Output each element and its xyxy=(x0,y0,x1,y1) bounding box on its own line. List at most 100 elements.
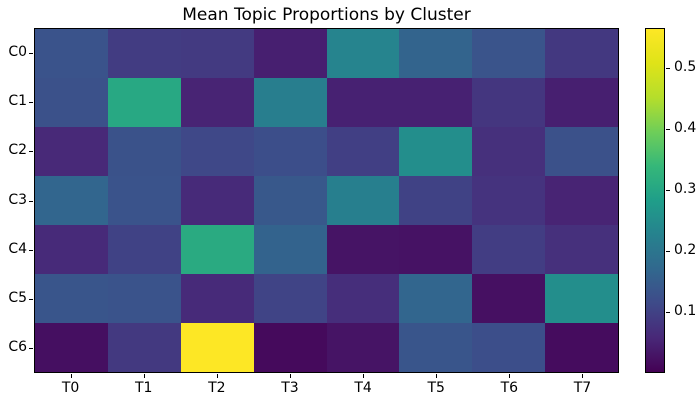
heatmap-cell xyxy=(472,127,546,176)
heatmap-cell xyxy=(253,78,327,127)
y-axis-tick-label: C5 xyxy=(8,290,27,307)
colorbar-tick-label: 0.1 xyxy=(674,302,697,319)
heatmap-cell xyxy=(180,127,254,176)
y-axis-tick-label: C4 xyxy=(8,240,27,257)
heatmap-cell xyxy=(35,225,108,274)
heatmap-cell xyxy=(107,127,181,176)
heatmap-cell xyxy=(545,29,618,78)
heatmap-cell xyxy=(326,323,400,372)
heatmap-cell xyxy=(180,29,254,78)
y-tick-mark xyxy=(29,299,33,301)
heatmap-cell xyxy=(253,127,327,176)
heatmap-cell xyxy=(399,274,473,323)
colorbar-tick-mark xyxy=(666,250,670,252)
heatmap-cell xyxy=(35,29,108,78)
heatmap-cell xyxy=(253,29,327,78)
x-axis-tick-label: T4 xyxy=(354,380,372,396)
y-tick-mark xyxy=(29,348,33,350)
colorbar-tick-label: 0.4 xyxy=(674,119,697,136)
heatmap-cell xyxy=(399,176,473,225)
colorbar-tick-mark xyxy=(666,189,670,191)
heatmap-cell xyxy=(545,78,618,127)
x-tick-mark xyxy=(436,374,438,378)
x-tick-mark xyxy=(289,374,291,378)
heatmap-cell xyxy=(180,323,254,372)
heatmap-cell xyxy=(180,78,254,127)
heatmap-cell xyxy=(35,323,108,372)
y-tick-mark xyxy=(29,200,33,202)
x-axis-tick-label: T5 xyxy=(427,380,445,396)
heatmap-cell xyxy=(472,176,546,225)
x-axis-tick-label: T6 xyxy=(500,380,519,396)
heatmap-cell xyxy=(326,29,400,78)
heatmap-plot xyxy=(34,28,619,373)
heatmap-cell xyxy=(545,323,618,372)
heatmap-cell xyxy=(180,225,254,274)
heatmap-cell xyxy=(472,225,546,274)
heatmap-cell xyxy=(107,274,181,323)
heatmap-cell xyxy=(253,323,327,372)
heatmap-cell xyxy=(253,274,327,323)
heatmap-cell xyxy=(399,225,473,274)
heatmap-cell xyxy=(472,323,546,372)
heatmap-cell xyxy=(107,323,181,372)
x-tick-mark xyxy=(509,374,511,378)
heatmap-cell xyxy=(472,78,546,127)
heatmap-cell xyxy=(326,78,400,127)
y-axis-tick-label: C1 xyxy=(8,92,27,109)
x-tick-mark xyxy=(363,374,365,378)
colorbar-tick-mark xyxy=(666,311,670,313)
heatmap-cell xyxy=(399,127,473,176)
heatmap-cell xyxy=(35,274,108,323)
y-tick-mark xyxy=(29,101,33,103)
heatmap-cell xyxy=(472,29,546,78)
heatmap-cell xyxy=(180,274,254,323)
heatmap-cell xyxy=(399,323,473,372)
colorbar xyxy=(645,28,665,373)
colorbar-tick-mark xyxy=(666,67,670,69)
heatmap-cell xyxy=(107,29,181,78)
chart-title: Mean Topic Proportions by Cluster xyxy=(182,5,471,25)
heatmap-cell xyxy=(253,225,327,274)
colorbar-tick-label: 0.3 xyxy=(674,180,697,197)
y-axis-tick-label: C2 xyxy=(8,142,27,159)
heatmap-cell xyxy=(399,29,473,78)
x-axis-tick-label: T0 xyxy=(61,380,80,396)
heatmap-cell xyxy=(107,78,181,127)
colorbar-tick-label: 0.2 xyxy=(674,241,697,258)
colorbar-tick-mark xyxy=(666,128,670,130)
y-tick-mark xyxy=(29,52,33,54)
heatmap-cell xyxy=(326,176,400,225)
y-axis-tick-label: C6 xyxy=(8,339,27,356)
x-axis-tick-label: T2 xyxy=(208,380,226,396)
heatmap-cell xyxy=(180,176,254,225)
heatmap-cell xyxy=(326,225,400,274)
y-axis-tick-label: C0 xyxy=(8,43,27,60)
x-axis-tick-label: T7 xyxy=(573,380,592,396)
heatmap-cell xyxy=(35,78,108,127)
x-axis-tick-label: T3 xyxy=(281,380,299,396)
heatmap-cell xyxy=(253,176,327,225)
heatmap-cell xyxy=(35,176,108,225)
x-tick-mark xyxy=(582,374,584,378)
heatmap-cell xyxy=(545,176,618,225)
heatmap-cell xyxy=(326,274,400,323)
heatmap-cell xyxy=(472,274,546,323)
x-tick-mark xyxy=(70,374,72,378)
heatmap-cell xyxy=(107,176,181,225)
y-axis-tick-label: C3 xyxy=(8,191,27,208)
x-axis-tick-label: T1 xyxy=(134,380,153,396)
colorbar-tick-label: 0.5 xyxy=(674,58,697,75)
x-tick-mark xyxy=(216,374,218,378)
y-tick-mark xyxy=(29,151,33,153)
heatmap-cell xyxy=(399,78,473,127)
heatmap-cell xyxy=(545,127,618,176)
heatmap-cell xyxy=(107,225,181,274)
heatmap-cell xyxy=(545,274,618,323)
heatmap-cell xyxy=(326,127,400,176)
heatmap-cell xyxy=(35,127,108,176)
x-tick-mark xyxy=(143,374,145,378)
heatmap-cell xyxy=(545,225,618,274)
y-tick-mark xyxy=(29,249,33,251)
